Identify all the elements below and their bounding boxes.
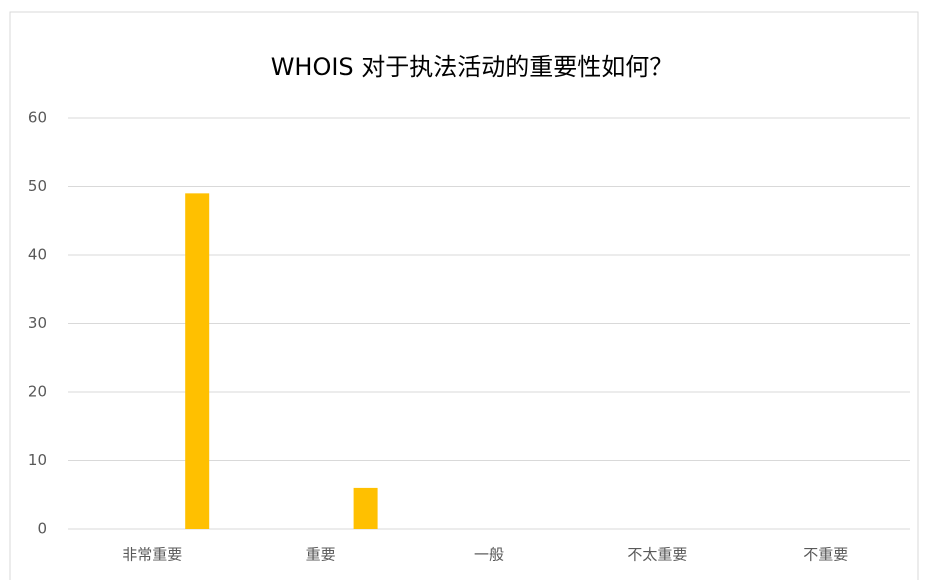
x-tick-label: 重要 bbox=[306, 546, 336, 564]
x-tick-label: 不太重要 bbox=[627, 546, 687, 564]
chart-title: WHOIS 对于执法活动的重要性如何？ bbox=[271, 53, 674, 81]
y-tick-label: 50 bbox=[28, 177, 47, 195]
chart-border bbox=[9, 11, 919, 580]
y-tick-label: 20 bbox=[28, 383, 47, 401]
x-tick-label: 非常重要 bbox=[122, 546, 182, 564]
y-tick-label: 10 bbox=[28, 451, 47, 469]
bar bbox=[353, 487, 378, 529]
y-tick-label: 0 bbox=[37, 520, 47, 538]
y-tick-label: 30 bbox=[28, 314, 47, 332]
y-tick-label: 40 bbox=[28, 246, 47, 264]
x-tick-label: 不重要 bbox=[803, 546, 848, 564]
y-tick-label: 60 bbox=[28, 109, 47, 127]
bar bbox=[185, 193, 210, 529]
x-tick-label: 一般 bbox=[474, 546, 504, 564]
